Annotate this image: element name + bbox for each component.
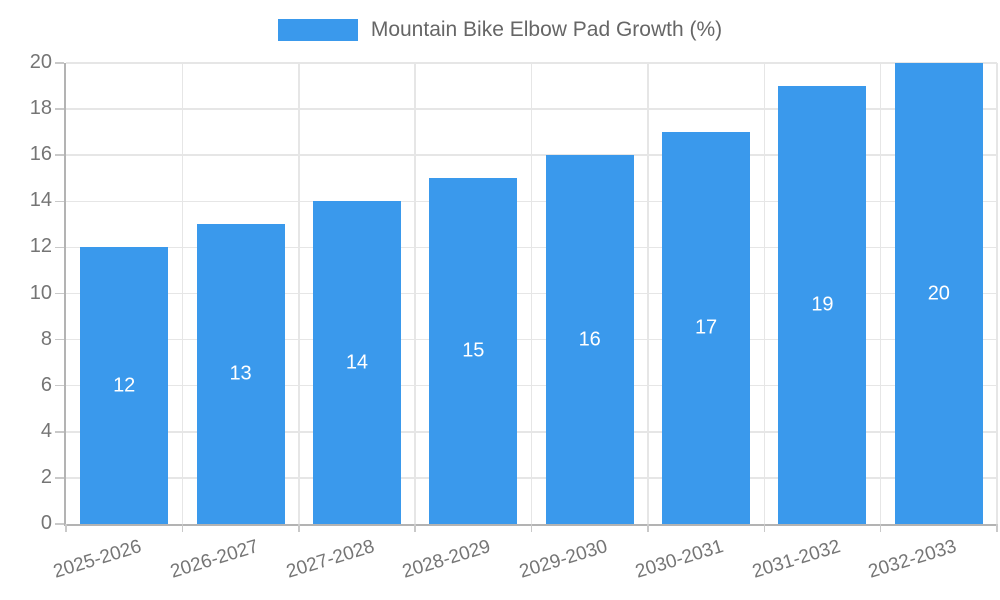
bar-value-label: 16	[578, 328, 601, 351]
bar[interactable]: 12	[80, 247, 169, 524]
y-tick-label: 4	[40, 419, 52, 442]
ticks-layer: 0 2 4 6 8 10 12 14 16 18 20	[30, 51, 998, 534]
x-tick-label: 2030-2031	[633, 536, 727, 583]
y-tick-mark	[55, 292, 64, 295]
bar[interactable]: 13	[196, 224, 285, 524]
y-tick-mark	[55, 431, 64, 433]
bar-value-label: 13	[229, 362, 252, 385]
y-tick-mark	[55, 108, 64, 110]
x-tick-mark	[996, 524, 998, 532]
x-tick-label: 2029-2030	[516, 536, 610, 583]
legend-item[interactable]: Mountain Bike Elbow Pad Growth (%)	[0, 16, 1000, 44]
x-tick-mark	[298, 524, 300, 532]
y-tick-mark	[55, 338, 64, 341]
x-tick-label: 2025-2026	[51, 536, 145, 583]
x-gridline	[647, 63, 649, 524]
x-tick-label: 2026-2027	[167, 536, 261, 583]
y-tick-label: 14	[29, 189, 52, 212]
x-gridline	[530, 63, 533, 524]
x-gridline	[414, 63, 416, 524]
x-tick-mark	[763, 524, 765, 532]
bar[interactable]: 15	[429, 178, 518, 524]
x-tick-mark	[414, 524, 416, 532]
x-tick-label: 2032-2033	[865, 536, 959, 583]
y-tick-mark	[55, 384, 64, 387]
y-tick-label: 20	[29, 51, 52, 74]
y-tick-label: 16	[29, 143, 52, 166]
x-gridline	[298, 63, 300, 524]
y-tick-label: 8	[40, 327, 52, 350]
x-tick-mark	[181, 524, 184, 532]
bar[interactable]: 14	[312, 201, 401, 524]
x-tick-mark	[65, 524, 67, 532]
legend-swatch-icon	[277, 19, 358, 41]
y-tick-label: 12	[29, 235, 52, 258]
y-tick-label: 6	[40, 373, 52, 396]
x-tick-mark	[530, 524, 533, 532]
y-tick-label: 2	[40, 465, 52, 488]
x-gridline	[181, 63, 184, 524]
x-tick-mark	[647, 524, 649, 532]
x-gridline	[996, 63, 998, 524]
bar-value-label: 15	[462, 339, 485, 362]
bar-value-label: 14	[345, 351, 369, 374]
y-tick-mark	[55, 477, 64, 479]
x-tick-mark	[879, 524, 882, 532]
x-tick-label: 2028-2029	[400, 536, 494, 583]
bar[interactable]: 16	[545, 155, 634, 524]
x-gridline	[879, 63, 882, 524]
y-tick-mark	[55, 154, 64, 156]
bar-value-label: 12	[113, 374, 136, 397]
x-tick-label: 2031-2032	[749, 536, 843, 583]
bar[interactable]: 17	[662, 132, 751, 524]
y-tick-mark	[55, 200, 64, 203]
y-tick-label: 18	[29, 97, 52, 120]
y-tick-label: 10	[29, 281, 52, 304]
bar-value-label: 20	[927, 282, 950, 304]
bar[interactable]: 20	[894, 63, 983, 524]
y-tick-label: 0	[40, 512, 52, 535]
x-gridline	[763, 63, 765, 524]
x-axis-labels: 2025-2026 2026-2027 2027-2028 2028-2029 2029…	[51, 524, 997, 600]
plot-area: 12 13 14 15 16 17 19 20 0 2 4 6 8 10 12 14 16 18 20 2025-…	[30, 51, 998, 583]
y-tick-mark	[55, 246, 64, 249]
bars-layer: 12 13 14 15 16 17 19 20	[66, 63, 997, 524]
bar-value-label: 19	[811, 293, 834, 316]
y-tick-mark	[55, 523, 64, 525]
legend-label: Mountain Bike Elbow Pad Growth (%)	[370, 18, 723, 41]
x-tick-label: 2027-2028	[284, 536, 378, 583]
bar-value-label: 17	[694, 316, 718, 339]
bar[interactable]: 19	[778, 86, 867, 524]
grid-layer	[66, 62, 998, 524]
y-tick-mark	[55, 62, 64, 64]
